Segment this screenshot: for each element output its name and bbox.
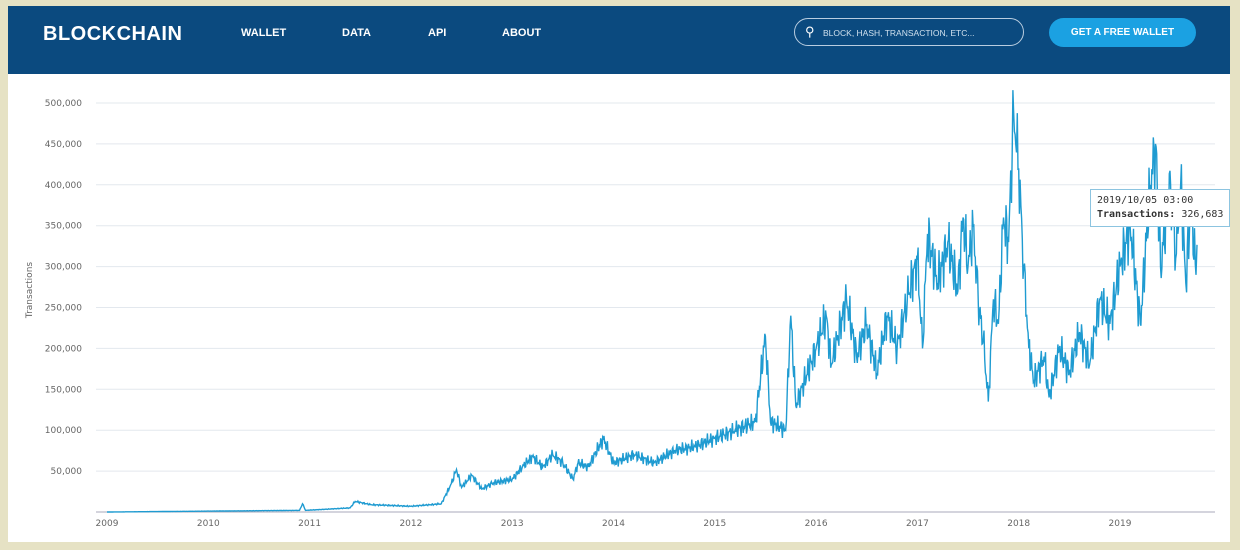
x-tick-label: 2009 [96, 519, 119, 529]
transactions-line [107, 90, 1198, 513]
y-tick-label: 250,000 [45, 304, 82, 314]
x-tick-label: 2014 [602, 519, 625, 529]
search-input[interactable] [821, 23, 1020, 43]
nav-wallet[interactable]: WALLET [241, 27, 287, 39]
y-tick-label: 200,000 [45, 344, 82, 354]
y-axis-label: Transactions [25, 262, 35, 319]
logo[interactable]: BLOCKCHAIN [43, 23, 183, 45]
x-tick-label: 2011 [298, 519, 321, 529]
tooltip-value: 326,683 [1181, 209, 1224, 220]
y-tick-label: 350,000 [45, 222, 82, 232]
x-tick-label: 2012 [399, 519, 422, 529]
y-tick-label: 50,000 [51, 467, 83, 477]
tooltip-label: Transactions: [1097, 209, 1176, 220]
top-nav: BLOCKCHAIN WALLET DATA API ABOUT ⚲ GET A… [8, 6, 1230, 74]
y-tick-label: 150,000 [45, 385, 82, 395]
chart-tooltip: 2019/10/05 03:00 Transactions: 326,683 [1090, 189, 1231, 227]
x-tick-label: 2017 [906, 519, 929, 529]
search-box[interactable]: ⚲ [794, 18, 1024, 46]
tooltip-date: 2019/10/05 03:00 [1097, 195, 1194, 206]
y-tick-label: 500,000 [45, 99, 82, 109]
nav-about[interactable]: ABOUT [502, 27, 542, 39]
nav-api[interactable]: API [428, 27, 447, 39]
x-tick-label: 2010 [197, 519, 220, 529]
page: BLOCKCHAIN WALLET DATA API ABOUT ⚲ GET A… [8, 6, 1230, 542]
x-tick-label: 2016 [805, 519, 828, 529]
get-free-wallet-button[interactable]: GET A FREE WALLET [1049, 18, 1196, 47]
y-tick-label: 100,000 [45, 426, 82, 436]
search-icon: ⚲ [805, 24, 815, 39]
nav-data[interactable]: DATA [342, 27, 371, 39]
y-tick-label: 300,000 [45, 263, 82, 273]
x-tick-label: 2015 [703, 519, 726, 529]
y-tick-label: 400,000 [45, 181, 82, 191]
y-tick-label: 450,000 [45, 140, 82, 150]
x-tick-label: 2013 [501, 519, 524, 529]
x-tick-label: 2018 [1007, 519, 1030, 529]
x-tick-label: 2019 [1109, 519, 1132, 529]
